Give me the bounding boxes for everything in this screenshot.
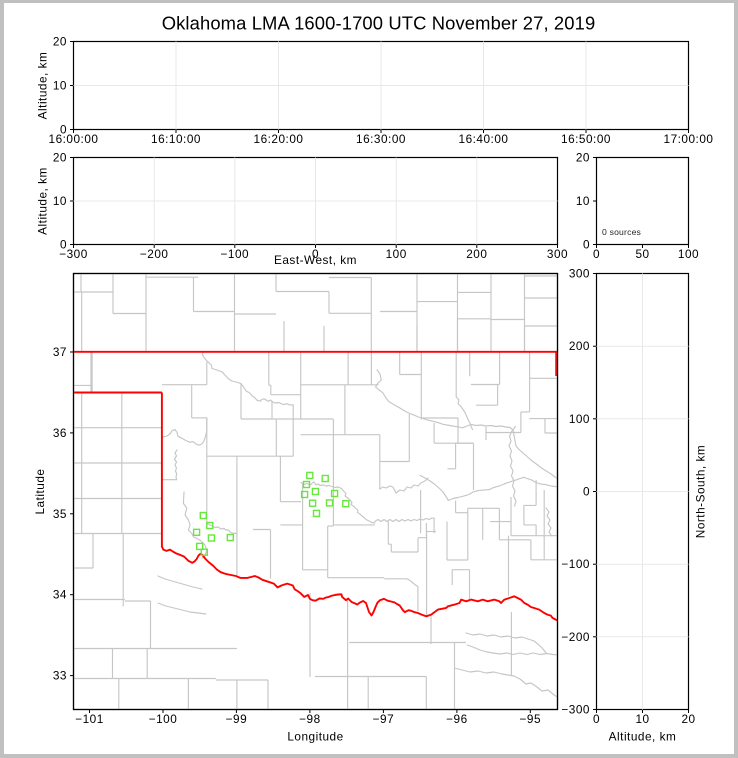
- svg-text:Longitude: Longitude: [287, 730, 343, 744]
- svg-text:−100: −100: [561, 557, 590, 571]
- svg-text:−101: −101: [75, 712, 104, 726]
- svg-text:20: 20: [576, 151, 590, 165]
- svg-text:0: 0: [593, 247, 600, 261]
- svg-text:100: 100: [678, 247, 699, 261]
- svg-text:17:00:00: 17:00:00: [664, 132, 714, 146]
- svg-text:Latitude: Latitude: [33, 469, 47, 515]
- svg-text:−100: −100: [221, 247, 250, 261]
- svg-text:34: 34: [53, 588, 67, 602]
- svg-text:20: 20: [53, 35, 67, 49]
- svg-text:−300: −300: [59, 247, 88, 261]
- svg-text:10: 10: [53, 79, 67, 93]
- svg-text:10: 10: [53, 194, 67, 208]
- svg-text:−200: −200: [561, 630, 590, 644]
- svg-text:16:40:00: 16:40:00: [459, 132, 509, 146]
- svg-text:20: 20: [53, 151, 67, 165]
- svg-text:−97: −97: [373, 712, 395, 726]
- svg-text:200: 200: [569, 339, 590, 353]
- svg-text:0: 0: [60, 238, 67, 252]
- svg-text:Altitude, km: Altitude, km: [36, 52, 50, 120]
- svg-text:10: 10: [576, 194, 590, 208]
- svg-text:100: 100: [386, 247, 407, 261]
- svg-text:Oklahoma LMA 1600-1700 UTC Nov: Oklahoma LMA 1600-1700 UTC November 27, …: [162, 13, 596, 34]
- svg-text:North-South, km: North-South, km: [694, 445, 708, 538]
- svg-text:0: 0: [312, 247, 319, 261]
- svg-text:0: 0: [583, 238, 590, 252]
- svg-text:16:30:00: 16:30:00: [356, 132, 406, 146]
- svg-text:36: 36: [53, 426, 67, 440]
- svg-text:−200: −200: [140, 247, 169, 261]
- svg-text:Altitude, km: Altitude, km: [609, 730, 677, 744]
- svg-text:16:50:00: 16:50:00: [561, 132, 611, 146]
- svg-text:16:20:00: 16:20:00: [254, 132, 304, 146]
- svg-text:100: 100: [569, 412, 590, 426]
- svg-text:37: 37: [53, 345, 67, 359]
- svg-text:−100: −100: [149, 712, 178, 726]
- svg-text:East-West, km: East-West, km: [274, 253, 357, 267]
- svg-text:50: 50: [635, 247, 649, 261]
- svg-text:Altitude, km: Altitude, km: [36, 167, 50, 235]
- svg-text:−99: −99: [226, 712, 248, 726]
- svg-text:16:10:00: 16:10:00: [151, 132, 201, 146]
- svg-text:0: 0: [60, 123, 67, 137]
- svg-text:33: 33: [53, 669, 67, 683]
- svg-text:−300: −300: [561, 703, 590, 717]
- svg-text:300: 300: [547, 247, 568, 261]
- svg-text:0 sources: 0 sources: [602, 227, 641, 237]
- svg-text:10: 10: [635, 712, 649, 726]
- svg-text:0: 0: [583, 485, 590, 499]
- svg-text:16:00:00: 16:00:00: [49, 132, 99, 146]
- svg-text:200: 200: [466, 247, 487, 261]
- svg-text:35: 35: [53, 507, 67, 521]
- svg-text:−98: −98: [299, 712, 321, 726]
- svg-text:300: 300: [569, 267, 590, 281]
- svg-text:0: 0: [593, 712, 600, 726]
- svg-text:−95: −95: [520, 712, 542, 726]
- svg-text:−96: −96: [446, 712, 468, 726]
- svg-text:20: 20: [681, 712, 695, 726]
